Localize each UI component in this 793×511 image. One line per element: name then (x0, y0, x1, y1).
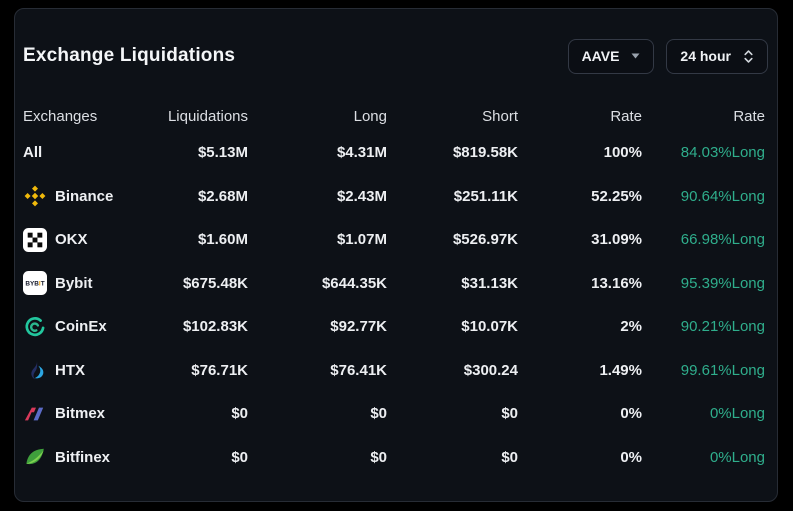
bitmex-icon (23, 402, 47, 426)
short-value: $10.07K (461, 318, 518, 336)
exchange-cell: CoinEx (23, 315, 123, 339)
exchange-cell: BYBIT Bybit (23, 271, 123, 296)
table-header-row: Exchanges Liquidations Long Short Rate R… (23, 101, 765, 131)
exchange-cell: All (23, 144, 123, 161)
bybit-icon: BYBIT (23, 271, 47, 296)
exchange-name: OKX (55, 231, 88, 249)
exchange-cell: Binance (23, 184, 123, 208)
rate-value: 0% (620, 448, 642, 466)
liquidations-value: $2.68M (197, 187, 248, 205)
short-value: $31.13K (461, 274, 518, 292)
exchange-name: Binance (55, 187, 114, 205)
liquidations-value: $5.13M (197, 144, 248, 162)
exchange-name: HTX (55, 361, 85, 379)
table-row[interactable]: Binance $2.68M $2.43M $251.11K 52.25% 90… (23, 175, 765, 219)
rate-value: 0% (620, 405, 642, 423)
long-rate-value: 66.98%Long (680, 231, 765, 249)
exchange-cell: Bitfinex (23, 445, 123, 469)
svg-text:BYBIT: BYBIT (25, 281, 44, 288)
table-row[interactable]: HTX $76.71K $76.41K $300.24 1.49% 99.61%… (23, 349, 765, 393)
column-header-exchanges: Exchanges (23, 107, 98, 125)
long-rate-value: 90.64%Long (680, 187, 765, 205)
column-header-liquidations: Liquidations (167, 107, 248, 125)
rate-value: 31.09% (591, 231, 642, 249)
coinex-icon (23, 315, 47, 339)
rate-value: 52.25% (591, 187, 642, 205)
exchange-liquidations-card: Exchange Liquidations AAVE 24 hour Excha… (14, 8, 778, 502)
liquidations-value: $102.83K (182, 318, 248, 336)
htx-icon (23, 358, 47, 382)
liquidations-value: $0 (231, 448, 248, 466)
column-header-rate: Rate (610, 107, 642, 125)
short-value: $300.24 (463, 361, 518, 379)
exchange-cell: HTX (23, 358, 123, 382)
long-rate-value: 90.21%Long (680, 318, 765, 336)
long-rate-value: 84.03%Long (680, 144, 765, 162)
okx-icon (23, 227, 47, 252)
long-rate-value: 0%Long (709, 405, 765, 423)
column-header-long: Long (353, 107, 387, 125)
coin-select[interactable]: AAVE (567, 38, 655, 74)
rate-value: 13.16% (591, 274, 642, 292)
unfold-more-icon (743, 49, 754, 64)
table-row[interactable]: CoinEx $102.83K $92.77K $10.07K 2% 90.21… (23, 305, 765, 349)
long-value: $1.07M (336, 231, 387, 249)
long-value: $76.41K (330, 361, 387, 379)
exchange-name: Bitmex (55, 405, 106, 423)
long-value: $4.31M (336, 144, 387, 162)
rate-value: 1.49% (599, 361, 642, 379)
long-value: $92.77K (330, 318, 387, 336)
exchange-name: Bitfinex (55, 448, 111, 466)
long-value: $0 (370, 448, 387, 466)
liquidations-value: $1.60M (197, 231, 248, 249)
rate-value: 2% (620, 318, 642, 336)
exchange-name: All (23, 144, 43, 162)
bitfinex-icon (23, 445, 47, 469)
coin-select-value: AAVE (581, 48, 620, 64)
long-rate-value: 95.39%Long (680, 274, 765, 292)
column-header-long-rate: Rate (733, 107, 765, 125)
liquidations-value: $76.71K (191, 361, 248, 379)
time-range-select[interactable]: 24 hour (666, 38, 768, 74)
liquidations-table: Exchanges Liquidations Long Short Rate R… (15, 101, 777, 479)
exchange-cell: OKX (23, 227, 123, 252)
table-row[interactable]: Bitfinex $0 $0 $0 0% 0%Long (23, 436, 765, 480)
long-value: $2.43M (336, 187, 387, 205)
card-header: Exchange Liquidations AAVE 24 hour (15, 9, 777, 74)
table-row[interactable]: Bitmex $0 $0 $0 0% 0%Long (23, 392, 765, 436)
short-value: $526.97K (452, 231, 518, 249)
rate-value: 100% (603, 144, 642, 162)
liquidations-value: $675.48K (182, 274, 248, 292)
long-value: $644.35K (321, 274, 387, 292)
chevron-down-icon (631, 53, 640, 59)
page-title: Exchange Liquidations (23, 45, 236, 66)
header-controls: AAVE 24 hour (567, 38, 768, 74)
short-value: $819.58K (452, 144, 518, 162)
time-range-value: 24 hour (680, 48, 731, 64)
exchange-cell: Bitmex (23, 402, 123, 426)
exchange-name: CoinEx (55, 318, 107, 336)
binance-icon (23, 184, 47, 208)
long-value: $0 (370, 405, 387, 423)
table-body: All $5.13M $4.31M $819.58K 100% 84.03%Lo… (23, 131, 765, 480)
table-row[interactable]: OKX $1.60M $1.07M $526.97K 31.09% 66.98%… (23, 218, 765, 262)
exchange-name: Bybit (55, 274, 93, 292)
short-value: $251.11K (453, 187, 518, 205)
short-value: $0 (501, 448, 518, 466)
short-value: $0 (501, 405, 518, 423)
table-row[interactable]: BYBIT Bybit $675.48K $644.35K $31.13K 13… (23, 262, 765, 306)
long-rate-value: 99.61%Long (680, 361, 765, 379)
table-row[interactable]: All $5.13M $4.31M $819.58K 100% 84.03%Lo… (23, 131, 765, 175)
liquidations-value: $0 (231, 405, 248, 423)
column-header-short: Short (482, 107, 518, 125)
long-rate-value: 0%Long (709, 448, 765, 466)
